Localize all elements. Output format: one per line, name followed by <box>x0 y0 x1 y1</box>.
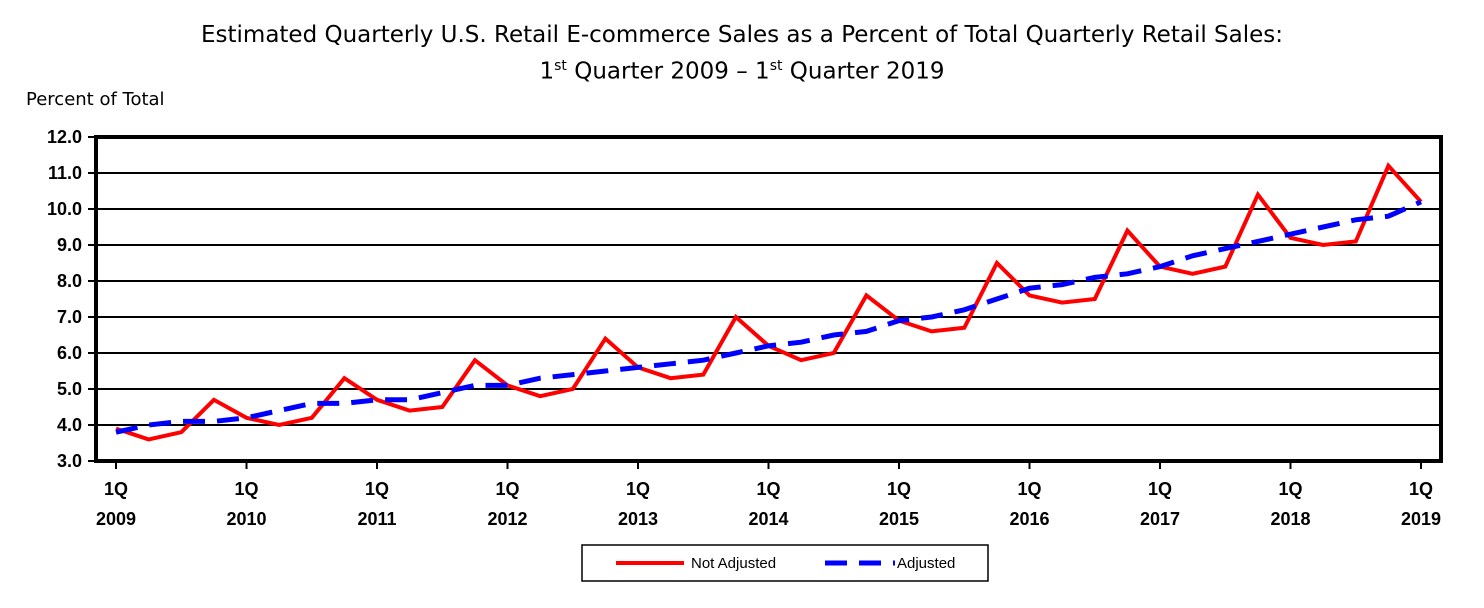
series-lines <box>115 162 1423 442</box>
x-tick-label-quarter: 1Q <box>756 479 780 499</box>
x-tick-label-year: 2012 <box>487 509 527 529</box>
x-tick-label-year: 2015 <box>879 509 919 529</box>
x-tick-label-quarter: 1Q <box>234 479 258 499</box>
x-tick-label-quarter: 1Q <box>1278 479 1302 499</box>
x-tick-label-quarter: 1Q <box>104 479 128 499</box>
x-tick-label-year: 2009 <box>96 509 136 529</box>
legend-label-adjusted: Adjusted <box>897 555 955 572</box>
y-tick-label: 3.0 <box>57 451 82 471</box>
y-tick-label: 10.0 <box>47 199 82 219</box>
y-tick-label: 5.0 <box>57 379 82 399</box>
x-tick-label-year: 2019 <box>1401 509 1441 529</box>
x-tick-label-year: 2016 <box>1009 509 1049 529</box>
series-line-not-adjusted <box>115 162 1423 442</box>
y-tick-label: 11.0 <box>48 163 82 183</box>
gridlines <box>88 136 1441 462</box>
chart-title-line1: Estimated Quarterly U.S. Retail E-commer… <box>200 22 1284 48</box>
y-tick-label: 8.0 <box>57 271 82 291</box>
y-axis-ticks: 3.0 4.0 5.0 6.0 7.0 8.0 9.0 10.0 11.0 12.0 <box>47 127 82 471</box>
x-tick-label-year: 2011 <box>357 509 396 529</box>
y-tick-label: 7.0 <box>57 307 82 327</box>
x-tick-label-quarter: 1Q <box>495 479 519 499</box>
x-tick-label-quarter: 1Q <box>1148 479 1172 499</box>
x-tick-label-quarter: 1Q <box>1017 479 1041 499</box>
x-tick-label-year: 2014 <box>748 509 788 529</box>
y-tick-label: 12.0 <box>47 127 82 147</box>
x-tick-label-year: 2017 <box>1140 509 1180 529</box>
x-tick-label-quarter: 1Q <box>626 479 650 499</box>
y-tick-label: 9.0 <box>57 235 82 255</box>
x-tick-label-year: 2018 <box>1270 509 1310 529</box>
plot-area <box>94 135 1443 463</box>
x-tick-label-year: 2010 <box>226 509 266 529</box>
y-tick-label: 6.0 <box>57 343 82 363</box>
x-tick-label-quarter: 1Q <box>365 479 389 499</box>
y-tick-label: 4.0 <box>57 415 82 435</box>
chart-title: Estimated Quarterly U.S. Retail E-commer… <box>0 20 1484 88</box>
x-tick-label-quarter: 1Q <box>1409 479 1433 499</box>
x-tick-label-quarter: 1Q <box>887 479 911 499</box>
x-tick-label-year: 2013 <box>618 509 658 529</box>
chart-title-line2: 1st Quarter 2009 – 1st Quarter 2019 <box>539 58 945 85</box>
y-axis-label: Percent of Total <box>26 89 165 110</box>
legend: Not Adjusted Adjusted <box>581 544 989 582</box>
x-axis-ticks: 1Q 2009 1Q 2010 1Q 2011 1Q 2012 1Q 2013 1Q 2014 1Q 20… <box>96 461 1441 529</box>
legend-label-not-adjusted: Not Adjusted <box>691 555 776 572</box>
series-line-adjusted <box>115 199 1423 435</box>
